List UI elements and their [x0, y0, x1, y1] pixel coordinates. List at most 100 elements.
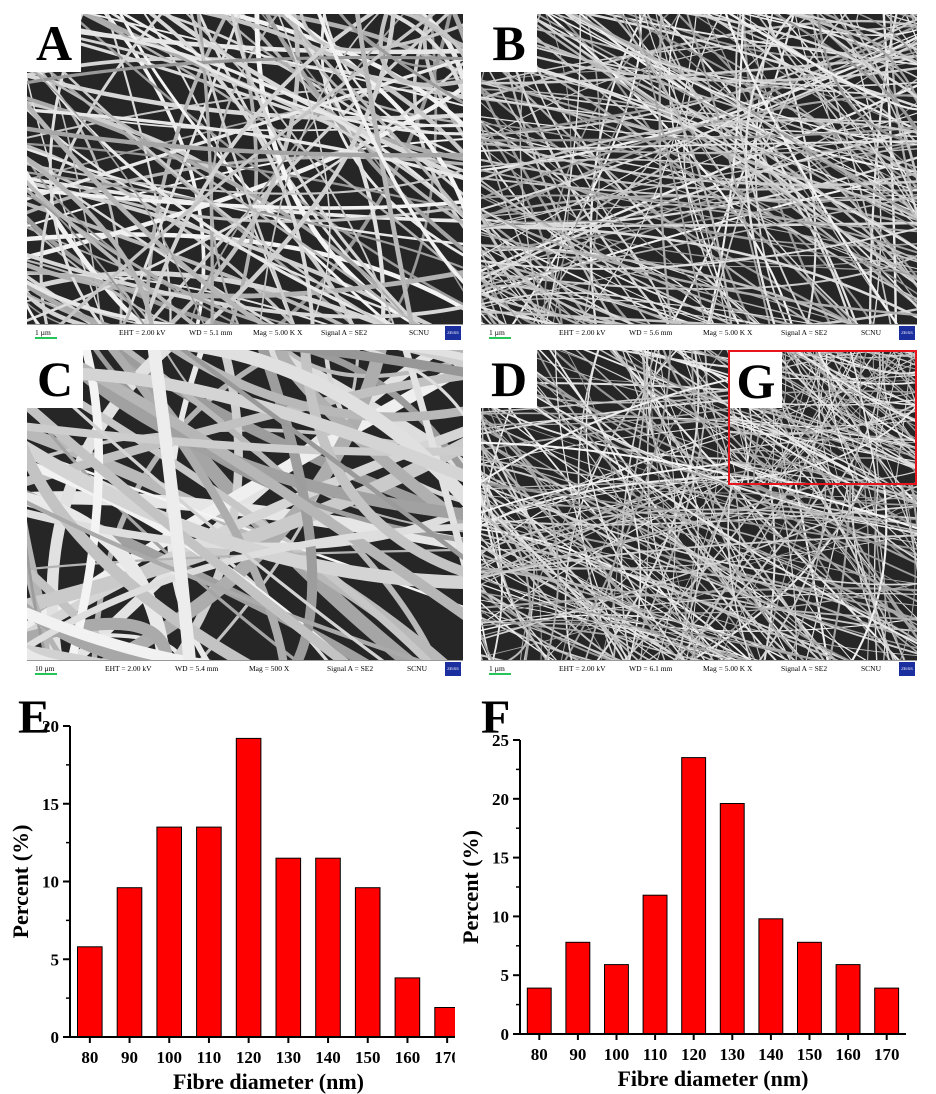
signal-c: Signal A = SE2	[327, 664, 374, 673]
lab-a: SCNU	[409, 328, 430, 337]
x-tick-label: 160	[835, 1045, 861, 1064]
histogram-bar	[77, 946, 103, 1038]
scale-label-c: 10 µm	[35, 664, 55, 673]
y-tick-label: 20	[492, 790, 509, 809]
lab-d: SCNU	[861, 664, 882, 673]
signal-a: Signal A = SE2	[321, 328, 368, 337]
histogram-bar	[874, 987, 900, 1035]
fiber-mat-a	[27, 14, 463, 325]
signal-b: Signal A = SE2	[781, 328, 828, 337]
inset-g: G	[728, 350, 917, 485]
y-axis-title: Percent (%)	[8, 825, 33, 939]
mag-b: Mag = 5.00 K X	[703, 328, 753, 337]
x-tick-label: 80	[531, 1045, 548, 1064]
fiber-mat-c	[27, 350, 463, 661]
fiber-mat-b	[481, 14, 917, 325]
y-tick-label: 5	[501, 966, 510, 985]
histogram-bar	[235, 737, 262, 1038]
x-tick-label: 160	[395, 1048, 421, 1067]
x-tick-label: 110	[643, 1045, 668, 1064]
y-tick-label: 5	[51, 950, 60, 969]
histogram-bar	[758, 918, 784, 1035]
histogram-e: 0 5 10 15 20 80 90 100 110 120 130 140 150 160 170 Fibr…	[8, 717, 455, 1094]
histogram-bar	[565, 941, 591, 1035]
y-tick-label: 10	[42, 873, 59, 892]
x-tick-label: 100	[157, 1048, 183, 1067]
x-tick-label: 170	[874, 1045, 900, 1064]
sem-databar-a: 1 µm EHT = 2.00 kV WD = 5.1 mm Mag = 5.0…	[27, 324, 463, 342]
mag-d: Mag = 5.00 K X	[703, 664, 753, 673]
zeiss-logo-c: ZEISS	[445, 662, 461, 676]
y-tick-label: 20	[42, 717, 59, 736]
scale-bar-d	[489, 673, 511, 675]
x-tick-label: 150	[797, 1045, 823, 1064]
x-tick-label: 150	[355, 1048, 381, 1067]
sem-databar-b: 1 µm EHT = 2.00 kV WD = 5.6 mm Mag = 5.0…	[481, 324, 917, 342]
scale-bar-a	[35, 337, 57, 339]
sem-image-a: A 1 µm EHT = 2.00 kV WD = 5.1 mm Mag = 5…	[27, 14, 463, 342]
sem-image-b: B 1 µm EHT = 2.00 kV WD = 5.6 mm Mag = 5…	[481, 14, 917, 342]
y-tick-label: 0	[501, 1025, 510, 1044]
scale-label-b: 1 µm	[489, 328, 505, 337]
x-tick-label: 130	[276, 1048, 302, 1067]
y-tick-label: 10	[492, 907, 509, 926]
panel-label-f: F	[481, 691, 511, 744]
histogram-bar	[156, 826, 182, 1038]
panel-label-a: A	[27, 14, 81, 72]
panel-label-d: D	[481, 350, 537, 408]
eht-c: EHT = 2.00 kV	[105, 664, 152, 673]
zeiss-logo-d: ZEISS	[899, 662, 915, 676]
histogram-bar	[275, 857, 302, 1038]
sem-databar-d: 1 µm EHT = 2.00 kV WD = 6.1 mm Mag = 5.0…	[481, 660, 917, 678]
x-tick-label: 90	[121, 1048, 138, 1067]
zeiss-logo-a: ZEISS	[445, 326, 461, 340]
sem-databar-c: 10 µm EHT = 2.00 kV WD = 5.4 mm Mag = 50…	[27, 660, 463, 678]
y-axis-title: Percent (%)	[460, 830, 483, 944]
wd-a: WD = 5.1 mm	[189, 328, 233, 337]
y-tick-label: 15	[42, 795, 59, 814]
y-tick-label: 0	[51, 1028, 60, 1047]
x-tick-label: 120	[236, 1048, 262, 1067]
inset-label-g: G	[730, 352, 782, 409]
sem-image-d: D G 1 µm EHT = 2.00 kV WD = 6.1 mm Mag =…	[481, 350, 917, 678]
panel-label-e: E	[18, 691, 51, 744]
scale-label-a: 1 µm	[35, 328, 51, 337]
histogram-bar	[196, 826, 222, 1038]
eht-a: EHT = 2.00 kV	[119, 328, 166, 337]
scale-bar-c	[35, 673, 57, 675]
histogram-bar	[354, 887, 381, 1038]
histogram-bar	[394, 977, 421, 1038]
x-tick-label: 170	[434, 1048, 455, 1067]
lab-b: SCNU	[861, 328, 882, 337]
x-tick-label: 110	[197, 1048, 222, 1067]
x-tick-label: 140	[315, 1048, 341, 1067]
panel-label-c: C	[27, 350, 83, 408]
lab-c: SCNU	[407, 664, 428, 673]
y-tick-label: 25	[492, 731, 509, 750]
wd-d: WD = 6.1 mm	[629, 664, 673, 673]
x-tick-label: 120	[681, 1045, 707, 1064]
x-tick-label: 90	[569, 1045, 586, 1064]
x-axis-title: Fibre diameter (nm)	[617, 1066, 808, 1091]
x-tick-label: 140	[758, 1045, 784, 1064]
histogram-bar	[315, 857, 341, 1038]
histogram-bar	[604, 964, 629, 1035]
x-axis-title: Fibre diameter (nm)	[173, 1069, 364, 1094]
eht-d: EHT = 2.00 kV	[559, 664, 606, 673]
mag-a: Mag = 5.00 K X	[253, 328, 303, 337]
x-tick-label: 130	[720, 1045, 746, 1064]
wd-b: WD = 5.6 mm	[629, 328, 673, 337]
panel-label-b: B	[481, 14, 537, 72]
histogram-bar	[526, 987, 552, 1035]
x-tick-label: 100	[604, 1045, 630, 1064]
histogram-bar	[434, 1007, 455, 1038]
sem-image-c: C 10 µm EHT = 2.00 kV WD = 5.4 mm Mag = …	[27, 350, 463, 678]
x-tick-label: 80	[81, 1048, 98, 1067]
histogram-bar	[116, 887, 143, 1038]
wd-c: WD = 5.4 mm	[175, 664, 219, 673]
histogram-bar	[797, 941, 822, 1035]
mag-c: Mag = 500 X	[249, 664, 290, 673]
histogram-bar	[681, 757, 707, 1035]
histogram-bar	[642, 894, 668, 1035]
histogram-f: 0 5 10 15 20 25 80 90 100 110 120 130 140 150 160 170 Fi…	[460, 731, 906, 1091]
